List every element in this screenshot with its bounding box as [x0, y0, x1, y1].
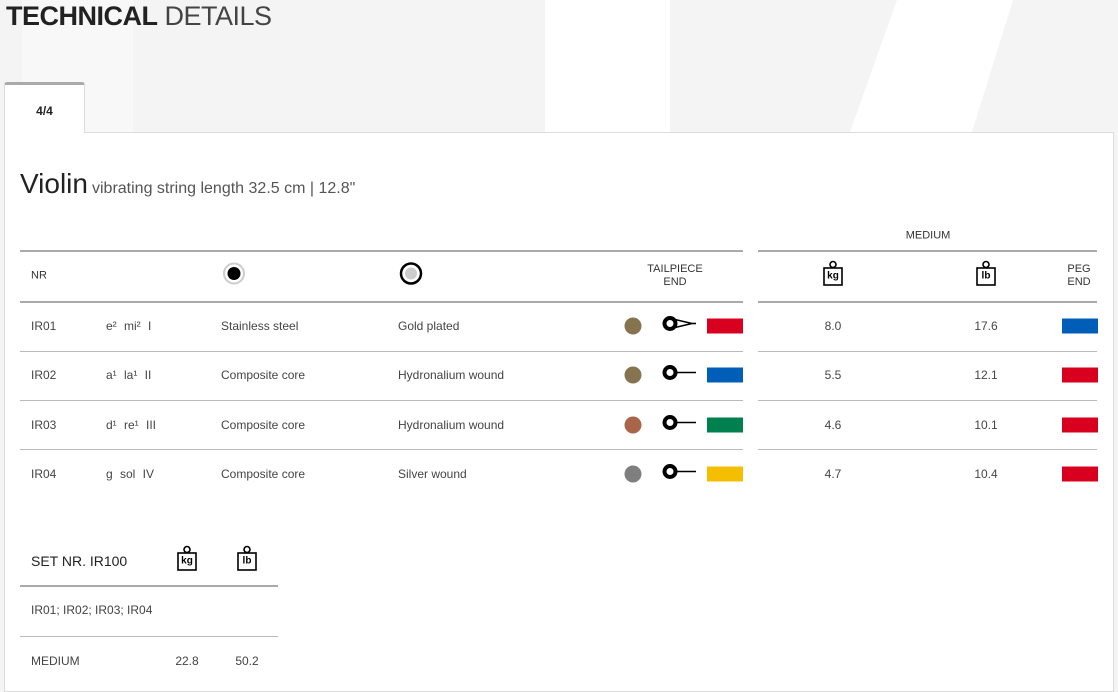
set-kg-value: 22.8 [175, 654, 199, 668]
silk-color-dot [624, 416, 642, 434]
lb-weight-icon: lb [975, 260, 997, 292]
peg-color-swatch [1062, 367, 1098, 383]
peg-color-swatch [1062, 318, 1098, 334]
col-peg-end: PEG END [1067, 263, 1091, 288]
string-core: Composite core [221, 466, 306, 481]
peg-color-swatch [1062, 417, 1098, 433]
string-core: Stainless steel [221, 319, 299, 333]
tension-kg: 8.0 [824, 319, 842, 333]
string-note: d¹ re¹ III [106, 417, 157, 432]
silk-color-dot [624, 465, 642, 483]
string-nr: IR01 [31, 319, 57, 333]
tension-lb: 12.1 [974, 368, 998, 383]
string-cover: Hydronalium wound [398, 417, 505, 432]
tailpiece-color-swatch [707, 417, 743, 433]
col-nr: NR [31, 269, 47, 282]
string-cover: Hydronalium wound [398, 368, 505, 383]
string-note: a¹ la¹ II [106, 368, 152, 383]
silk-color-dot [624, 317, 642, 335]
string-core: Composite core [221, 417, 306, 432]
divider [20, 351, 743, 352]
divider [758, 250, 1097, 252]
tension-kg: 5.5 [824, 368, 842, 383]
bg-band [545, 0, 670, 132]
divider [758, 301, 1097, 303]
set-tension: MEDIUM [31, 654, 80, 668]
set-strings: IR01; IR02; IR03; IR04 [31, 603, 153, 617]
kg-weight-icon: kg [822, 260, 844, 292]
divider [20, 636, 278, 637]
loop-end-icon [662, 315, 696, 338]
tension-kg: 4.6 [824, 417, 842, 432]
tab-4-4[interactable]: 4/4 [4, 82, 85, 133]
divider [20, 449, 743, 450]
divider [758, 400, 1097, 401]
details-card [4, 132, 1114, 692]
cover-icon [399, 262, 423, 291]
instrument-title: Violin vibrating string length 32.5 cm | … [20, 168, 356, 199]
page-title: TECHNICAL DETAILS [6, 1, 272, 31]
string-cover: Gold plated [398, 319, 460, 333]
divider [20, 585, 278, 587]
ball-end-icon [662, 462, 696, 485]
string-nr: IR02 [31, 368, 57, 383]
bg-stripe [850, 0, 1013, 132]
string-nr: IR03 [31, 417, 57, 432]
set-title: SET NR. IR100 [31, 553, 128, 569]
tension-lb: 10.1 [974, 417, 998, 432]
divider [758, 351, 1097, 352]
string-note: e² mi² I [106, 319, 152, 333]
ball-end-icon [662, 364, 696, 387]
kg-weight-icon: kg [176, 545, 198, 577]
tension-lb: 10.4 [974, 466, 998, 481]
string-cover: Silver wound [398, 466, 467, 481]
string-note: g sol IV [106, 466, 155, 481]
lb-weight-icon: lb [236, 545, 258, 577]
tailpiece-color-swatch [707, 367, 743, 383]
col-tailpiece-end: TAILPIECE END [647, 263, 703, 288]
tailpiece-color-swatch [707, 318, 743, 334]
ball-end-icon [662, 413, 696, 436]
core-icon [222, 262, 246, 291]
medium-group-label: MEDIUM [905, 229, 951, 242]
tension-lb: 17.6 [974, 319, 998, 333]
divider [758, 449, 1097, 450]
string-nr: IR04 [31, 466, 57, 481]
string-core: Composite core [221, 368, 306, 383]
divider [20, 250, 743, 252]
set-lb-value: 50.2 [235, 654, 259, 668]
tension-kg: 4.7 [824, 466, 842, 481]
peg-color-swatch [1062, 466, 1098, 482]
silk-color-dot [624, 366, 642, 384]
divider [20, 400, 743, 401]
divider [20, 301, 743, 303]
tailpiece-color-swatch [707, 466, 743, 482]
